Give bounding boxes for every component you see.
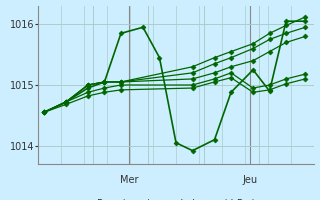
Text: Jeu: Jeu [243, 175, 258, 185]
Text: Pression niveau de la mer( hPa ): Pression niveau de la mer( hPa ) [97, 199, 255, 200]
Text: Mer: Mer [120, 175, 139, 185]
